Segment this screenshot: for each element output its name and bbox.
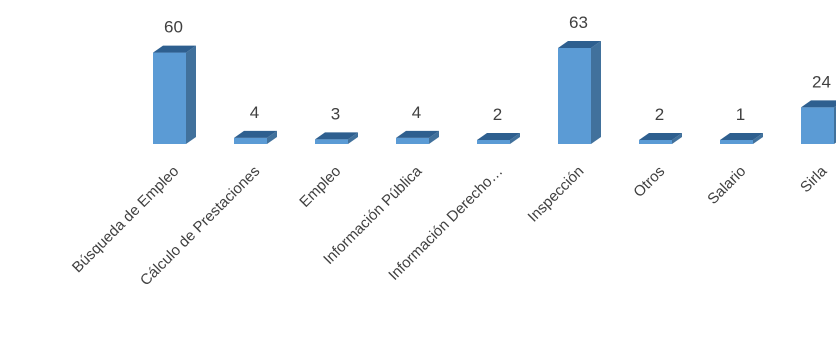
data-label-3: 3 [331,104,340,123]
category-label-3: Empleo [296,163,344,211]
data-label-1: 60 [164,18,183,37]
data-label-6: 63 [569,13,588,32]
category-label-7: Otros [630,163,668,201]
data-label-9: 24 [812,72,831,91]
bar-9 [801,100,836,144]
data-label-4: 4 [412,103,421,122]
bar-front [801,107,834,144]
bar-front [234,137,267,144]
bar-top [315,132,358,140]
bar-front [558,48,591,144]
bar-side [753,133,763,144]
data-label-2: 4 [250,103,259,122]
category-label-8: Salario [704,163,749,208]
data-label-5: 2 [493,105,502,124]
category-label-6: Inspección [525,163,588,226]
bars-group [153,41,836,145]
bar-top [396,130,439,138]
bar-front [315,139,348,144]
data-label-8: 1 [736,105,745,124]
bar-front [396,137,429,144]
bar-top [153,45,196,53]
bar-side [429,130,439,144]
bar-top [234,130,277,138]
bar-side [267,130,277,144]
bar-6 [558,41,601,144]
bar-top [639,133,682,140]
bar-top [558,41,601,48]
bar-front [153,52,186,145]
data-labels-group: 60 4 3 4 2 63 2 1 24 [164,13,831,124]
bar-5 [477,133,520,144]
bar-front [477,140,510,144]
bar-top [801,100,836,108]
category-label-9: Sirla [797,162,831,196]
data-label-7: 2 [655,105,664,124]
bar-side [510,133,520,144]
bar-side [591,41,601,144]
bar-side [672,133,682,144]
bar-top [720,133,763,140]
bar-4 [396,130,439,144]
bar-side [186,45,196,145]
bar-2 [234,130,277,144]
bar-front [639,140,672,144]
bar-8 [720,133,763,144]
bar-top [477,133,520,140]
bar-7 [639,133,682,144]
bar-1 [153,45,196,145]
bar-3 [315,132,358,144]
bar-side [348,132,358,144]
bar-front [720,140,753,144]
